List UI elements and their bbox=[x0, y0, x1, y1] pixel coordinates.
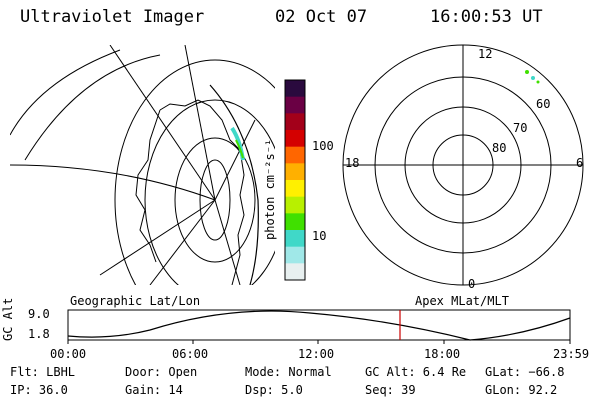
orbit-plot-frame bbox=[67, 309, 571, 341]
info-glat: GLat: −66.8 bbox=[485, 365, 565, 379]
lat-circle-outer bbox=[114, 59, 275, 285]
colorbar-band bbox=[285, 246, 305, 264]
mlt-label-18: 18 bbox=[345, 156, 360, 170]
earth-limb bbox=[209, 84, 259, 285]
polar-aurora-dot-1 bbox=[525, 70, 529, 74]
lat-circle-pole bbox=[199, 159, 231, 241]
info-glon: GLon: 92.2 bbox=[485, 383, 558, 397]
colorbar-band bbox=[285, 80, 305, 98]
orbit-xtick-3: 18:00 bbox=[424, 347, 461, 361]
info-ip: IP: 36.0 bbox=[10, 383, 68, 397]
info-seq: Seq: 39 bbox=[365, 383, 416, 397]
lat-label-80: 80 bbox=[492, 141, 507, 155]
meridian-1 bbox=[109, 45, 216, 201]
info-flt: Flt: LBHL bbox=[10, 365, 76, 379]
colorbar-band bbox=[285, 146, 305, 164]
orbit-xtick-1: 06:00 bbox=[172, 347, 209, 361]
colorbar-units: photon cm⁻²s⁻¹ bbox=[263, 138, 277, 240]
colorbar-band bbox=[285, 96, 305, 114]
orbit-xtick-2: 12:00 bbox=[298, 347, 335, 361]
info-gcalt: GC Alt: 6.4 Re bbox=[365, 365, 467, 379]
time-label: 16:00:53 UT bbox=[430, 7, 543, 27]
orbit-ytick-top: 9.0 bbox=[28, 307, 50, 321]
lat-label-60: 60 bbox=[536, 97, 551, 111]
orbit-ytick-bottom: 1.8 bbox=[28, 327, 50, 341]
mlt-label-12: 12 bbox=[478, 47, 493, 61]
info-dsp: Dsp: 5.0 bbox=[245, 383, 303, 397]
geo-label: Geographic Lat/Lon bbox=[70, 294, 201, 308]
date-label: 02 Oct 07 bbox=[275, 7, 368, 27]
coastline bbox=[135, 99, 245, 285]
colorbar-tick-10: 10 bbox=[312, 229, 327, 243]
orbit-xtick-0: 00:00 bbox=[50, 347, 87, 361]
lat-arc-a bbox=[10, 49, 121, 136]
colorbar-frame bbox=[284, 79, 306, 281]
colorbar-band bbox=[285, 113, 305, 131]
info-door: Door: Open bbox=[125, 365, 198, 379]
colorbar-band bbox=[285, 180, 305, 198]
meridian-6 bbox=[10, 164, 216, 201]
aurora-core bbox=[235, 139, 244, 159]
mlt-label-0: 0 bbox=[468, 277, 476, 291]
mlt-label-6: 6 bbox=[576, 156, 584, 170]
orbit-ylabel: GC Alt bbox=[1, 297, 15, 341]
colorbar-band bbox=[285, 196, 305, 214]
info-mode: Mode: Normal bbox=[245, 365, 332, 379]
lat-circle-mid bbox=[144, 99, 275, 285]
orbit-xtick-4: 23:59 bbox=[553, 347, 590, 361]
meridian-4 bbox=[149, 199, 216, 285]
colorbar-band bbox=[285, 230, 305, 248]
colorbar-band bbox=[285, 213, 305, 231]
apex-label: Apex MLat/MLT bbox=[415, 294, 509, 308]
colorbar-band bbox=[285, 130, 305, 148]
lat-arc-b bbox=[24, 54, 161, 161]
instrument-title: Ultraviolet Imager bbox=[20, 7, 205, 27]
polar-aurora-dot-3 bbox=[536, 80, 540, 84]
meridian-5 bbox=[99, 199, 216, 276]
colorbar bbox=[285, 80, 305, 281]
meridian-2 bbox=[184, 45, 216, 201]
colorbar-band bbox=[285, 263, 305, 281]
colorbar-band bbox=[285, 163, 305, 181]
lat-circle-inner bbox=[174, 137, 256, 263]
lat-label-70: 70 bbox=[513, 121, 528, 135]
polar-aurora-dot-2 bbox=[531, 76, 535, 80]
meridian-7 bbox=[214, 119, 256, 201]
info-gain: Gain: 14 bbox=[125, 383, 183, 397]
meridian-3 bbox=[214, 199, 241, 285]
orbit-curve bbox=[67, 310, 571, 341]
colorbar-tick-100: 100 bbox=[312, 139, 334, 153]
polar-plot bbox=[342, 44, 584, 286]
